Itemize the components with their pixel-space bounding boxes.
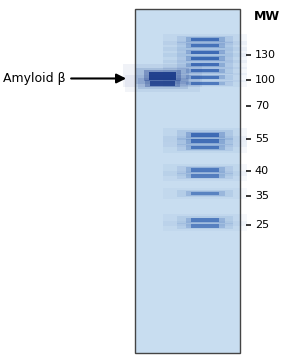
Bar [191,139,219,143]
Text: 40: 40 [255,166,269,176]
Bar [186,139,224,144]
Bar [177,36,233,43]
Bar [177,216,233,224]
Bar [163,128,247,142]
Bar [191,174,219,177]
Bar [191,218,219,222]
Bar [177,173,233,179]
Bar [125,76,200,91]
Bar [163,142,247,153]
Bar [186,174,224,178]
Text: 35: 35 [255,191,269,201]
Bar [150,81,175,86]
Bar [191,76,219,79]
Bar [177,49,233,55]
Text: 25: 25 [255,220,269,230]
Bar [186,145,224,150]
Bar [163,171,247,181]
Bar [177,130,233,140]
Text: 55: 55 [255,134,269,144]
Bar [186,132,224,138]
Bar [177,62,233,68]
Bar [163,135,247,148]
Bar [186,44,224,48]
Text: MW: MW [253,10,280,23]
Bar [177,55,233,62]
Bar [177,68,233,74]
Bar [149,72,176,80]
Bar [186,82,224,85]
Bar [163,41,247,50]
Bar [163,67,247,75]
Bar [186,37,224,42]
Text: Amyloid β: Amyloid β [3,72,124,85]
Bar [145,80,180,87]
Bar [186,56,224,60]
Bar [186,224,224,228]
Bar [163,73,247,82]
Text: 130: 130 [255,50,276,60]
Bar [186,69,224,73]
Bar [191,168,219,172]
Bar [138,78,188,89]
Bar [191,38,219,41]
Bar [177,144,233,151]
Bar [191,57,219,60]
Bar [177,138,233,145]
Bar [186,50,224,54]
Bar [163,214,247,226]
Bar [163,164,247,176]
Bar [163,80,247,87]
Text: 70: 70 [255,101,269,111]
Bar [191,50,219,54]
Bar [135,9,240,353]
Bar [191,82,219,85]
Bar [163,188,247,199]
Bar [186,191,224,196]
Text: 100: 100 [255,75,276,85]
Bar [191,44,219,47]
Bar [191,225,219,228]
Bar [177,42,233,49]
Bar [191,63,219,66]
Bar [186,63,224,67]
Bar [163,60,247,69]
Bar [163,47,247,57]
Bar [177,223,233,229]
Bar [177,166,233,174]
Bar [144,70,181,81]
Bar [186,217,224,223]
Bar [191,146,219,149]
Bar [191,132,219,137]
Bar [163,53,247,63]
Bar [177,190,233,197]
Bar [163,34,247,45]
Bar [186,167,224,173]
Bar [136,68,189,84]
Bar [123,64,202,87]
Bar [191,69,219,72]
Bar [177,81,233,86]
Bar [177,75,233,80]
Bar [191,192,219,195]
Bar [163,221,247,231]
Bar [186,75,224,80]
